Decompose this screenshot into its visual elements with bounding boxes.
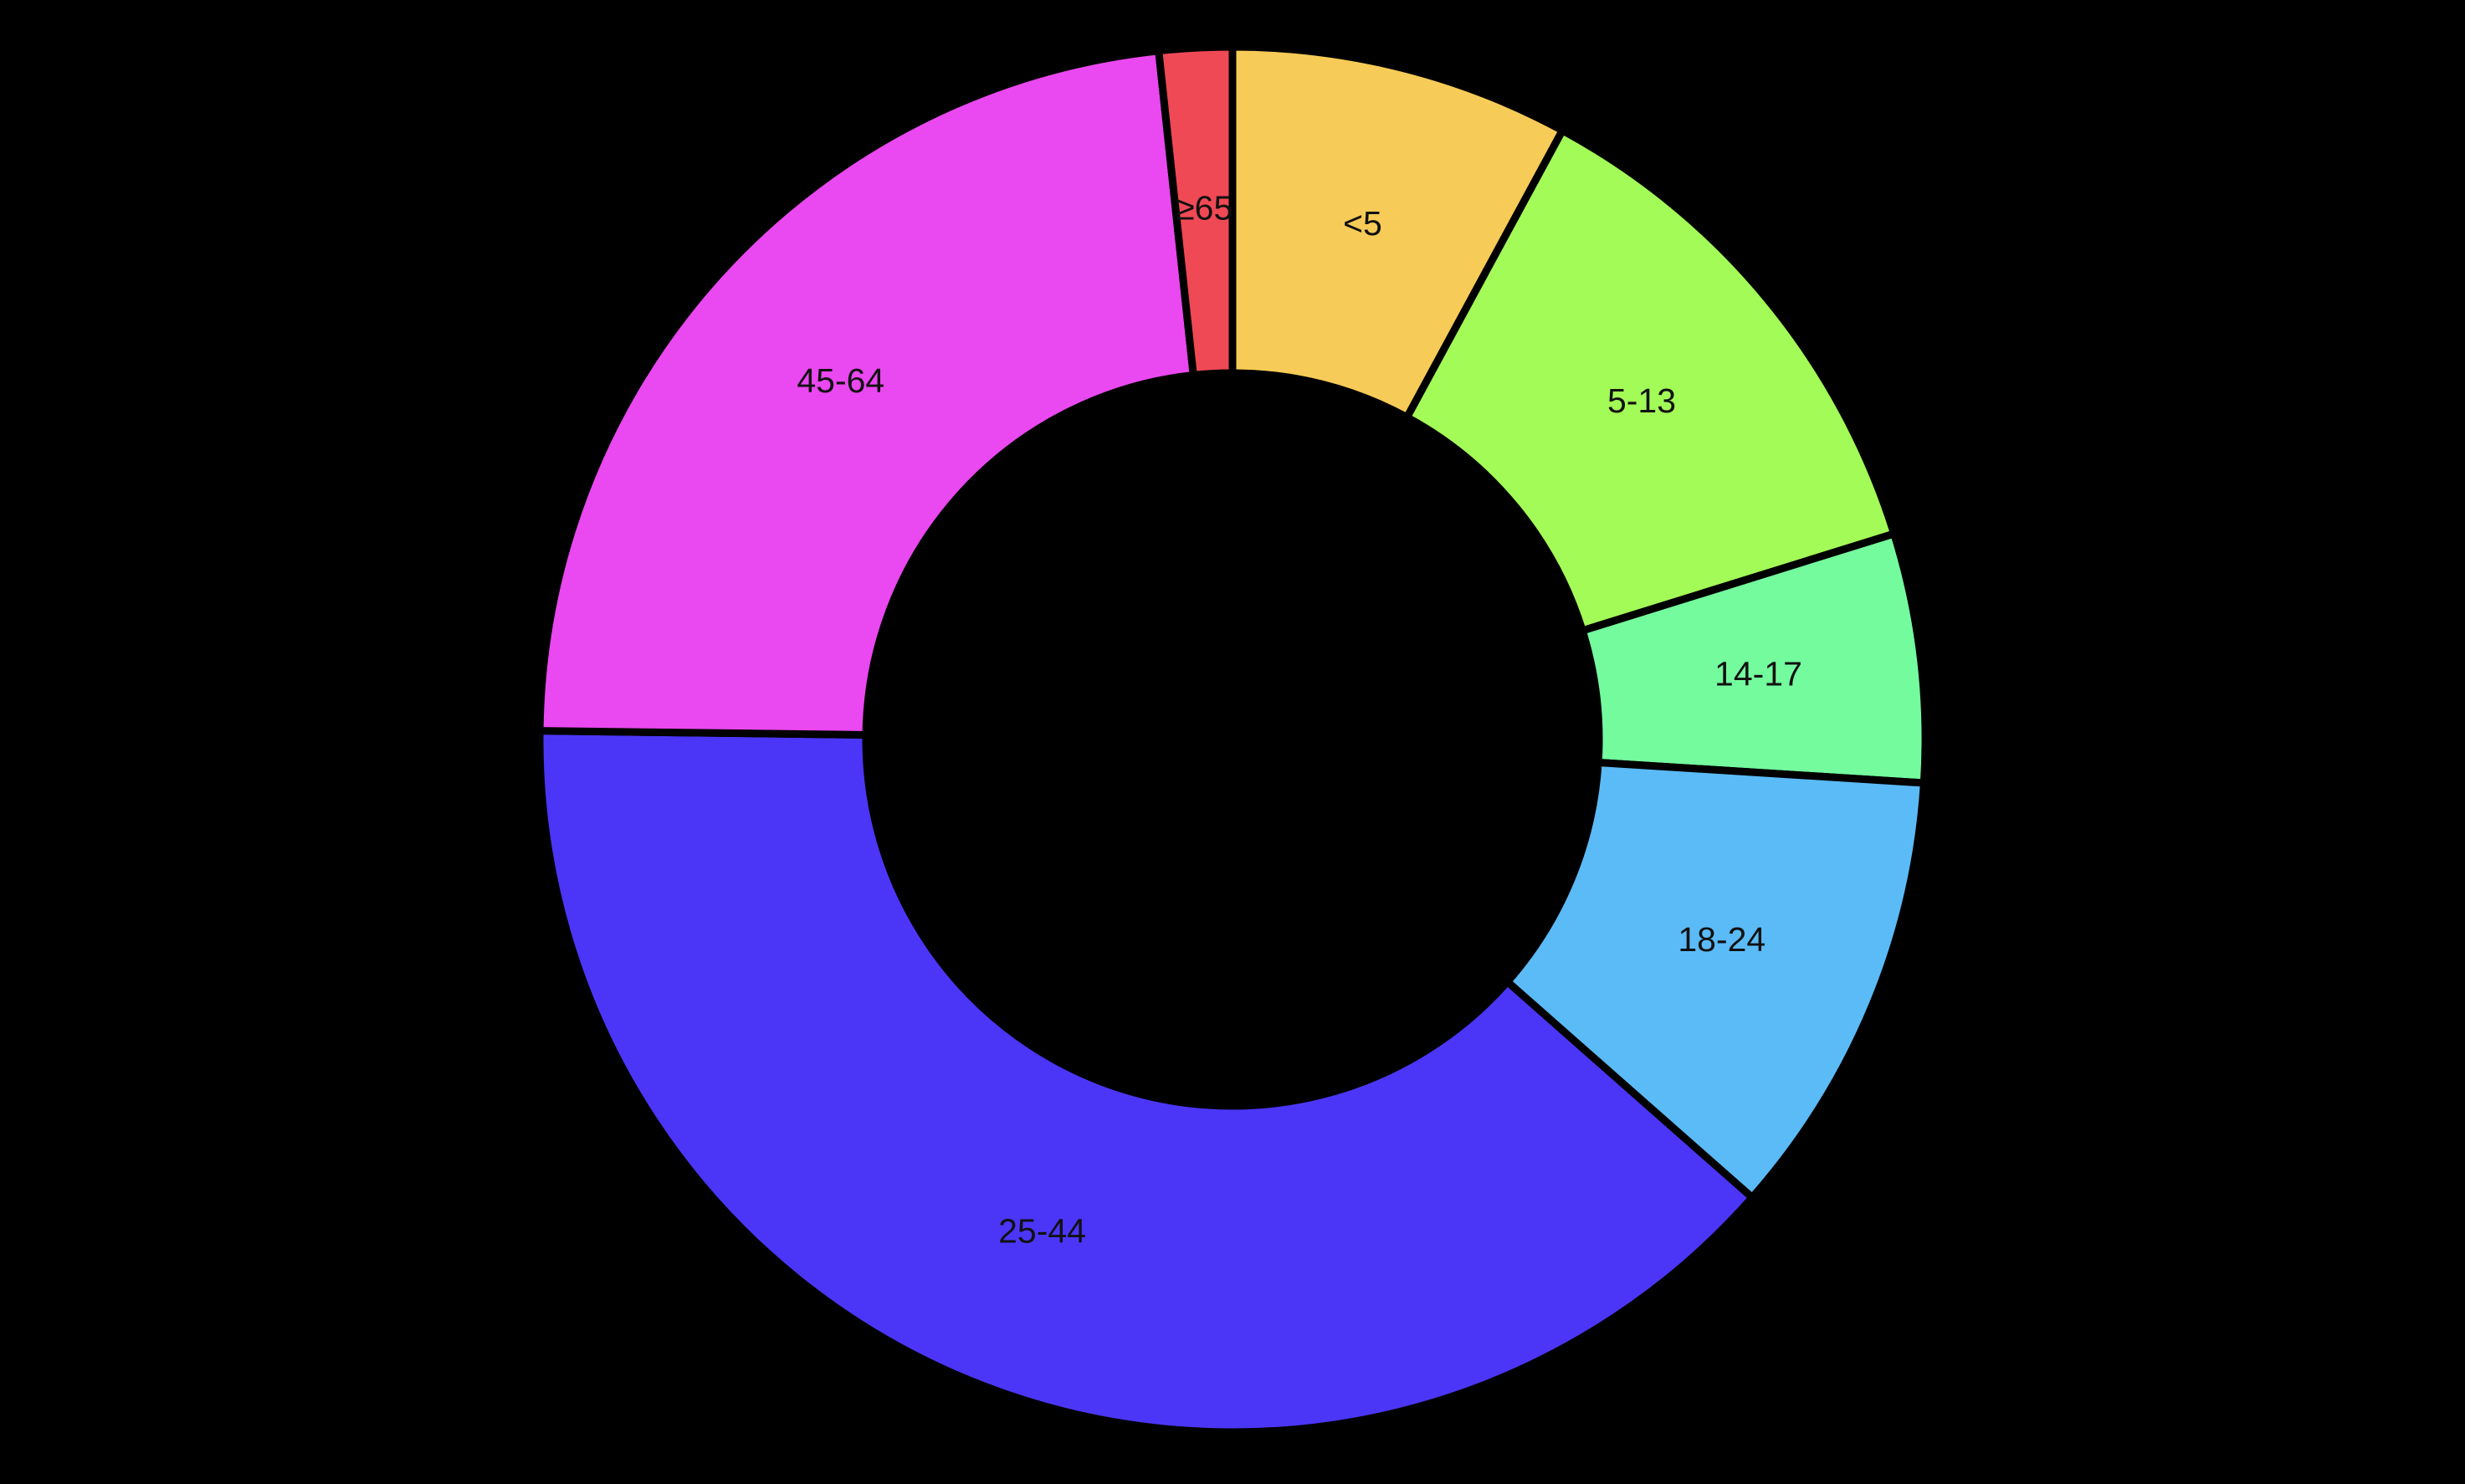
slice-label: 25-44 (998, 1212, 1086, 1251)
slice-45-64 (536, 46, 1198, 739)
slice-label: 18-24 (1678, 920, 1765, 959)
slice-18-24 (1502, 758, 1929, 1203)
slice-5-13 (1402, 125, 1899, 636)
slice-25-44 (536, 727, 1758, 1436)
slices-group (536, 43, 1929, 1436)
slice-label: <5 (1343, 204, 1382, 243)
slice-label: ≥65 (1176, 189, 1232, 228)
slice-5 (1228, 43, 1568, 422)
slice-label: 5-13 (1607, 381, 1676, 420)
labels-group: <5 5-13 14-17 18-24 25-44 45-64 ≥65 (797, 189, 1802, 1251)
slice-65 (1154, 43, 1237, 380)
slice-label: 45-64 (797, 361, 884, 400)
slice-label: 14-17 (1714, 654, 1802, 693)
